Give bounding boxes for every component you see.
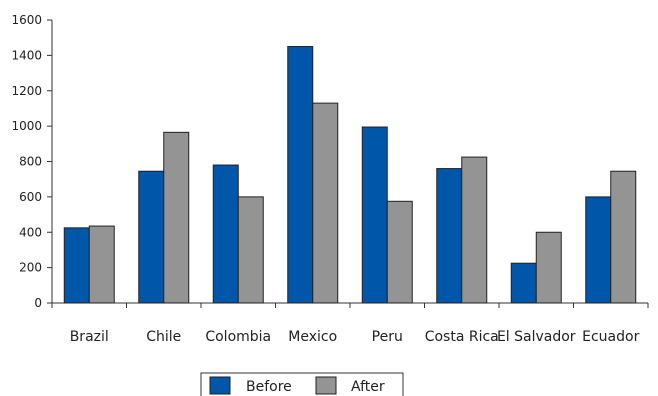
chart-legend: Before After (200, 372, 404, 396)
bar-before-costa-rica (436, 168, 463, 304)
x-axis-labels: Brazil Chile Colombia Mexico Peru Costa RicaE… (70, 329, 640, 345)
x-category-label: Costa Rica (425, 329, 499, 345)
x-category-label: Brazil (70, 329, 109, 345)
x-category-label: Ecuador (582, 329, 639, 345)
x-category-label: Chile (146, 329, 181, 345)
y-tick-label: 400 (19, 225, 42, 239)
bar-before-brazil (63, 227, 90, 304)
x-category-label: Peru (372, 329, 403, 345)
y-tick-label: 0 (34, 296, 42, 310)
bar-after-chile (163, 131, 190, 304)
legend-label-before: Before (246, 379, 292, 395)
bar-after-brazil (88, 225, 115, 304)
bar-before-peru (361, 126, 388, 304)
y-tick-label: 800 (19, 155, 42, 169)
y-tick-label: 1600 (11, 13, 42, 27)
x-category-label: Mexico (288, 329, 337, 345)
bar-after-colombia (237, 196, 264, 304)
y-tick-label: 200 (19, 261, 42, 275)
bar-before-ecuador (585, 196, 612, 304)
y-axis-labels: 0 200 400 600 800 1000 1200 1400 1600 (11, 13, 42, 310)
chart-bars (63, 46, 637, 304)
y-tick-label: 1000 (11, 119, 42, 133)
legend-label-after: After (351, 379, 385, 395)
bar-before-mexico (287, 46, 314, 304)
bar-after-peru (386, 200, 413, 304)
y-tick-label: 600 (19, 190, 42, 204)
bar-after-costa-rica (461, 156, 488, 304)
y-tick-label: 1400 (11, 48, 42, 62)
legend-frame (200, 372, 404, 396)
bar-before-el-salvador (510, 262, 537, 304)
y-tick-label: 1200 (11, 84, 42, 98)
bar-after-el-salvador (535, 231, 562, 304)
bar-before-chile (138, 170, 165, 304)
bar-after-mexico (312, 102, 339, 304)
legend-swatch-after (315, 376, 337, 395)
legend-swatch-before (209, 376, 231, 395)
x-category-label: El Salvador (497, 329, 576, 345)
bar-after-ecuador (610, 170, 637, 304)
bar-before-colombia (212, 164, 239, 304)
x-category-label: Colombia (205, 329, 271, 345)
